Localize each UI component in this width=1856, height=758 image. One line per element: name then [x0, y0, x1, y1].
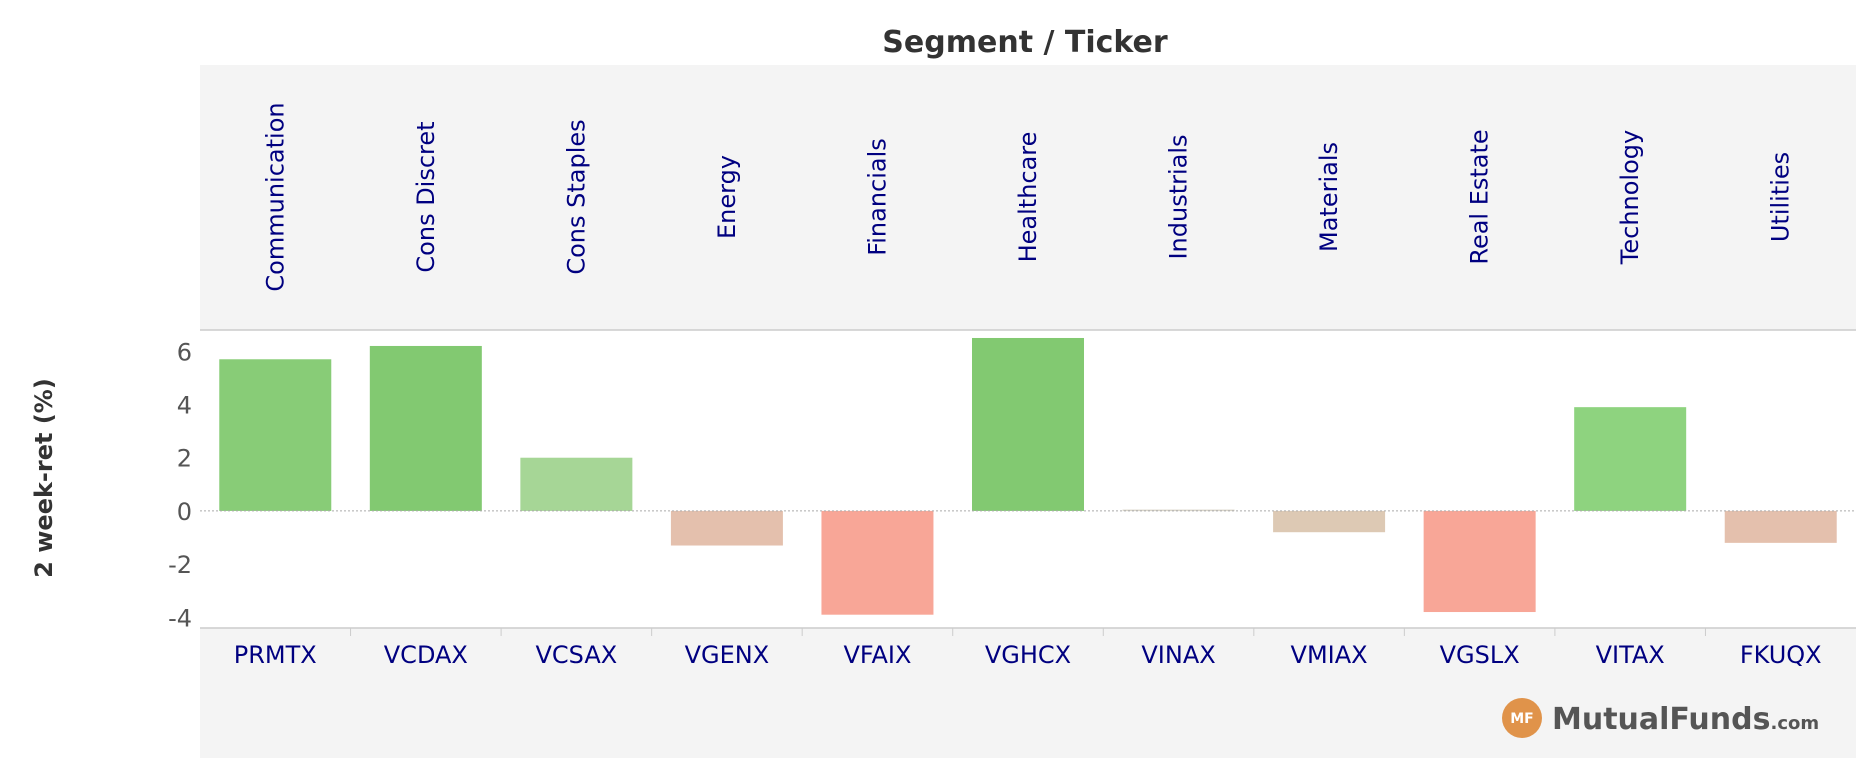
bar-prmtx [219, 359, 332, 511]
x-tick-label: FKUQX [1740, 641, 1822, 669]
segment-label: Industrials [1165, 134, 1193, 259]
segment-label: Utilities [1767, 152, 1795, 242]
bar-vfaix [821, 510, 934, 615]
bar-vgenx [670, 510, 783, 546]
x-tick-label: VCDAX [384, 641, 468, 669]
x-tick-label: VFAIX [843, 641, 911, 669]
brand-name-suffix: .com [1770, 713, 1819, 734]
logo-circle-icon [1502, 698, 1542, 738]
segment-labels: Communication Cons Discret Cons Staples Ene… [261, 102, 1794, 291]
bar-vgslx [1423, 510, 1536, 613]
x-ticks: PRMTX VCDAX VCSAX VGENX VFAIX VGHCX VINAX VMIAX… [234, 628, 1822, 669]
segment-label: Healthcare [1014, 132, 1042, 263]
brand-logo: MF MutualFunds.com [1502, 698, 1819, 738]
segment-label: Materials [1315, 142, 1343, 252]
chart-title: Segment / Ticker [882, 25, 1168, 60]
y-axis-label: 2 week-ret (%) [30, 378, 58, 578]
bar-vmiax [1273, 510, 1386, 533]
segment-label: Cons Discret [412, 121, 440, 272]
bar-vcdax [369, 345, 482, 511]
bars [219, 337, 1837, 615]
bar-fkuqx [1724, 510, 1837, 543]
brand-name-main: MutualFunds [1552, 702, 1770, 737]
segment-label: Energy [713, 155, 741, 239]
ticker-band [200, 628, 1856, 758]
y-ticks: 6 4 2 0 -2 -4 [168, 338, 192, 632]
bar-vinax [1122, 509, 1235, 512]
bar-vitax [1574, 407, 1687, 511]
y-tick-label: 2 [177, 445, 192, 473]
y-tick-label: -2 [168, 551, 192, 579]
x-tick-label: PRMTX [234, 641, 317, 669]
y-tick-label: -4 [168, 604, 192, 632]
bar-vcsax [520, 457, 633, 511]
x-tick-label: VGENX [685, 641, 770, 669]
x-tick-label: VCSAX [536, 641, 618, 669]
x-tick-label: VGHCX [985, 641, 1071, 669]
segment-header-band [200, 65, 1856, 330]
y-tick-label: 6 [177, 338, 192, 366]
x-tick-label: VITAX [1596, 641, 1665, 669]
y-tick-label: 0 [177, 498, 192, 526]
brand-name: MutualFunds.com [1552, 702, 1819, 737]
segment-label: Cons Staples [562, 119, 590, 274]
x-tick-label: VMIAX [1291, 641, 1368, 669]
y-tick-label: 4 [177, 392, 192, 420]
segment-label: Technology [1616, 130, 1644, 265]
x-tick-label: VGSLX [1440, 641, 1520, 669]
segment-label: Real Estate [1466, 129, 1494, 264]
logo-mark: MF [1510, 711, 1534, 727]
segment-label: Financials [863, 138, 891, 256]
segment-label: Communication [261, 102, 289, 291]
bar-vghcx [972, 337, 1084, 511]
x-tick-label: VINAX [1141, 641, 1215, 669]
